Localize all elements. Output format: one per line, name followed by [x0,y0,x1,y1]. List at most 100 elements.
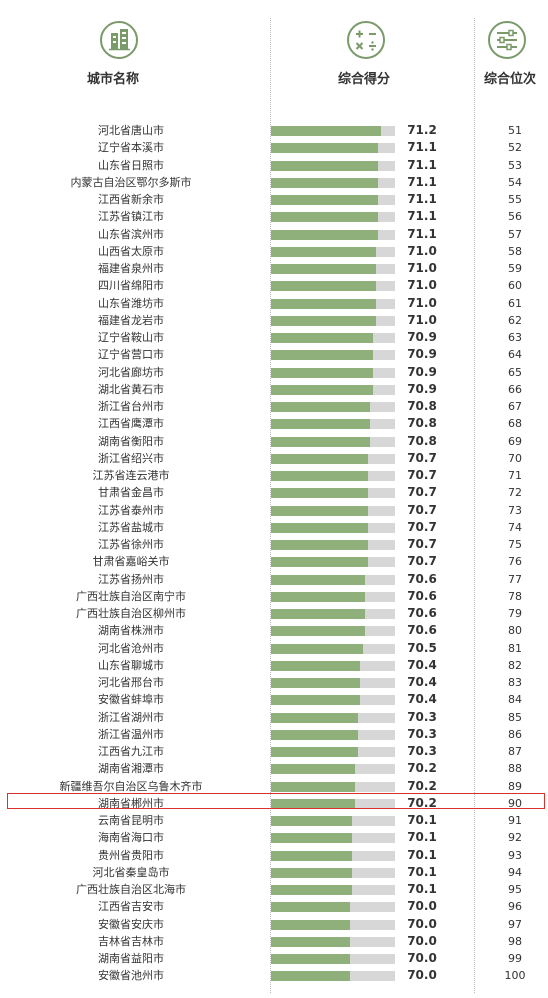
score-bar-track [271,384,395,395]
city-name: 江苏省扬州市 [98,572,164,586]
table-row: 浙江省温州市 70.3 86 [0,726,548,743]
city-name: 山东省滨州市 [98,227,164,241]
table-row: 甘肃省嘉峪关市 70.7 76 [0,553,548,570]
rank-value: 77 [508,572,522,586]
table-row: 吉林省吉林市 70.0 98 [0,933,548,950]
rank-value: 90 [508,796,522,810]
rank-value: 80 [508,624,522,638]
score-bar-track [271,902,395,913]
table-row: 广西壮族自治区柳州市 70.6 79 [0,605,548,622]
score-bar [271,333,374,343]
score-bar [271,436,371,447]
score-bar [271,885,353,895]
city-name: 广西壮族自治区北海市 [76,883,186,896]
table-row: 山东省日照市 71.1 53 [0,157,548,174]
score-value: 71.1 [407,209,437,224]
score-value: 70.7 [407,468,437,482]
city-name: 河北省邢台市 [98,676,164,689]
city-name: 甘肃省嘉峪关市 [92,555,170,569]
table-row: 湖南省湘潭市 70.2 88 [0,760,548,777]
score-value: 70.7 [407,554,437,569]
score-bar [271,729,358,740]
score-value: 70.2 [407,778,437,793]
score-bar [271,954,350,964]
table-row: 广西壮族自治区北海市 70.1 95 [0,881,548,898]
score-bar-track [271,126,395,136]
header-composite-rank: 综合位次 [484,72,537,87]
score-bar [271,850,353,861]
city-name: 四川省绵阳市 [98,279,164,293]
city-name: 江西省九江市 [98,745,164,758]
city-name: 江苏省镇江市 [98,210,164,224]
score-value: 70.0 [407,916,437,931]
score-value: 70.6 [407,571,437,586]
rank-value: 68 [508,417,522,431]
score-bar-track [271,315,395,326]
score-value: 70.7 [407,519,437,534]
rank-value: 82 [508,658,522,672]
rank-value: 56 [508,210,522,224]
city-name: 广西壮族自治区南宁市 [76,589,186,603]
ranking-table: 河北省唐山市 71.2 51 辽宁省本溪市 71.1 52 山东省日照市 71.1 53 内蒙古自… [0,122,548,985]
rank-value: 86 [508,727,522,741]
score-value: 71.0 [407,243,437,258]
city-name: 安徽省池州市 [98,969,164,983]
table-row: 山西省太原市 71.0 58 [0,243,548,260]
city-name: 福建省龙岩市 [98,313,164,327]
score-bar-track [271,505,395,516]
table-row: 山东省聊城市 70.4 82 [0,657,548,674]
city-name: 湖南省郴州市 [98,796,164,810]
score-bar-track [271,298,395,309]
city-name: 河北省廊坊市 [98,365,164,379]
table-row: 江苏省盐城市 70.7 74 [0,519,548,536]
table-row: 甘肃省金昌市 70.7 72 [0,484,548,501]
score-value: 70.6 [407,623,437,638]
score-bar [271,660,361,671]
score-bar [271,764,355,775]
city-name: 吉林省吉林市 [98,934,164,948]
score-bar-track [271,540,395,550]
score-bar [271,471,368,481]
city-name: 河北省秦皇岛市 [92,865,170,879]
rank-value: 91 [508,814,522,827]
score-bar-track [271,453,395,464]
city-name: 湖南省益阳市 [98,952,164,965]
score-bar [271,229,379,240]
table-row: 安徽省蚌埠市 70.4 84 [0,691,548,708]
table-row: 湖南省郴州市 70.2 90 [0,795,548,812]
score-value: 70.4 [407,692,437,707]
score-bar [271,246,376,257]
score-bar [271,712,358,723]
score-bar-track [271,591,395,602]
rank-value: 53 [508,158,522,172]
table-row: 湖南省株洲市 70.6 80 [0,622,548,639]
rank-value: 83 [508,676,522,689]
table-row: 湖南省益阳市 70.0 99 [0,950,548,967]
score-bar [271,522,368,533]
calculator-icon [346,20,386,64]
score-value: 70.7 [407,537,437,551]
score-value: 70.7 [407,485,437,500]
divider-city-score [270,18,271,993]
city-name: 辽宁省本溪市 [98,141,164,155]
rank-value: 61 [508,296,522,310]
score-bar [271,195,379,205]
score-value: 70.3 [407,726,437,741]
city-name: 山东省潍坊市 [98,296,164,310]
table-row: 江苏省镇江市 71.1 56 [0,208,548,225]
score-value: 70.0 [407,899,437,914]
score-bar-track [271,229,395,240]
score-bar-track [271,971,395,982]
score-bar [271,298,376,309]
city-name: 湖北省黄石市 [98,382,164,396]
city-name: 湖南省株洲市 [98,624,164,638]
score-bar-track [271,712,395,723]
score-bar [271,557,368,568]
city-name: 山西省太原市 [98,244,164,258]
rank-value: 55 [508,193,522,206]
city-name: 河北省唐山市 [98,124,164,137]
city-name: 山东省聊城市 [98,658,164,672]
score-bar-track [271,177,395,188]
table-row: 广西壮族自治区南宁市 70.6 78 [0,588,548,605]
score-value: 70.7 [407,502,437,517]
